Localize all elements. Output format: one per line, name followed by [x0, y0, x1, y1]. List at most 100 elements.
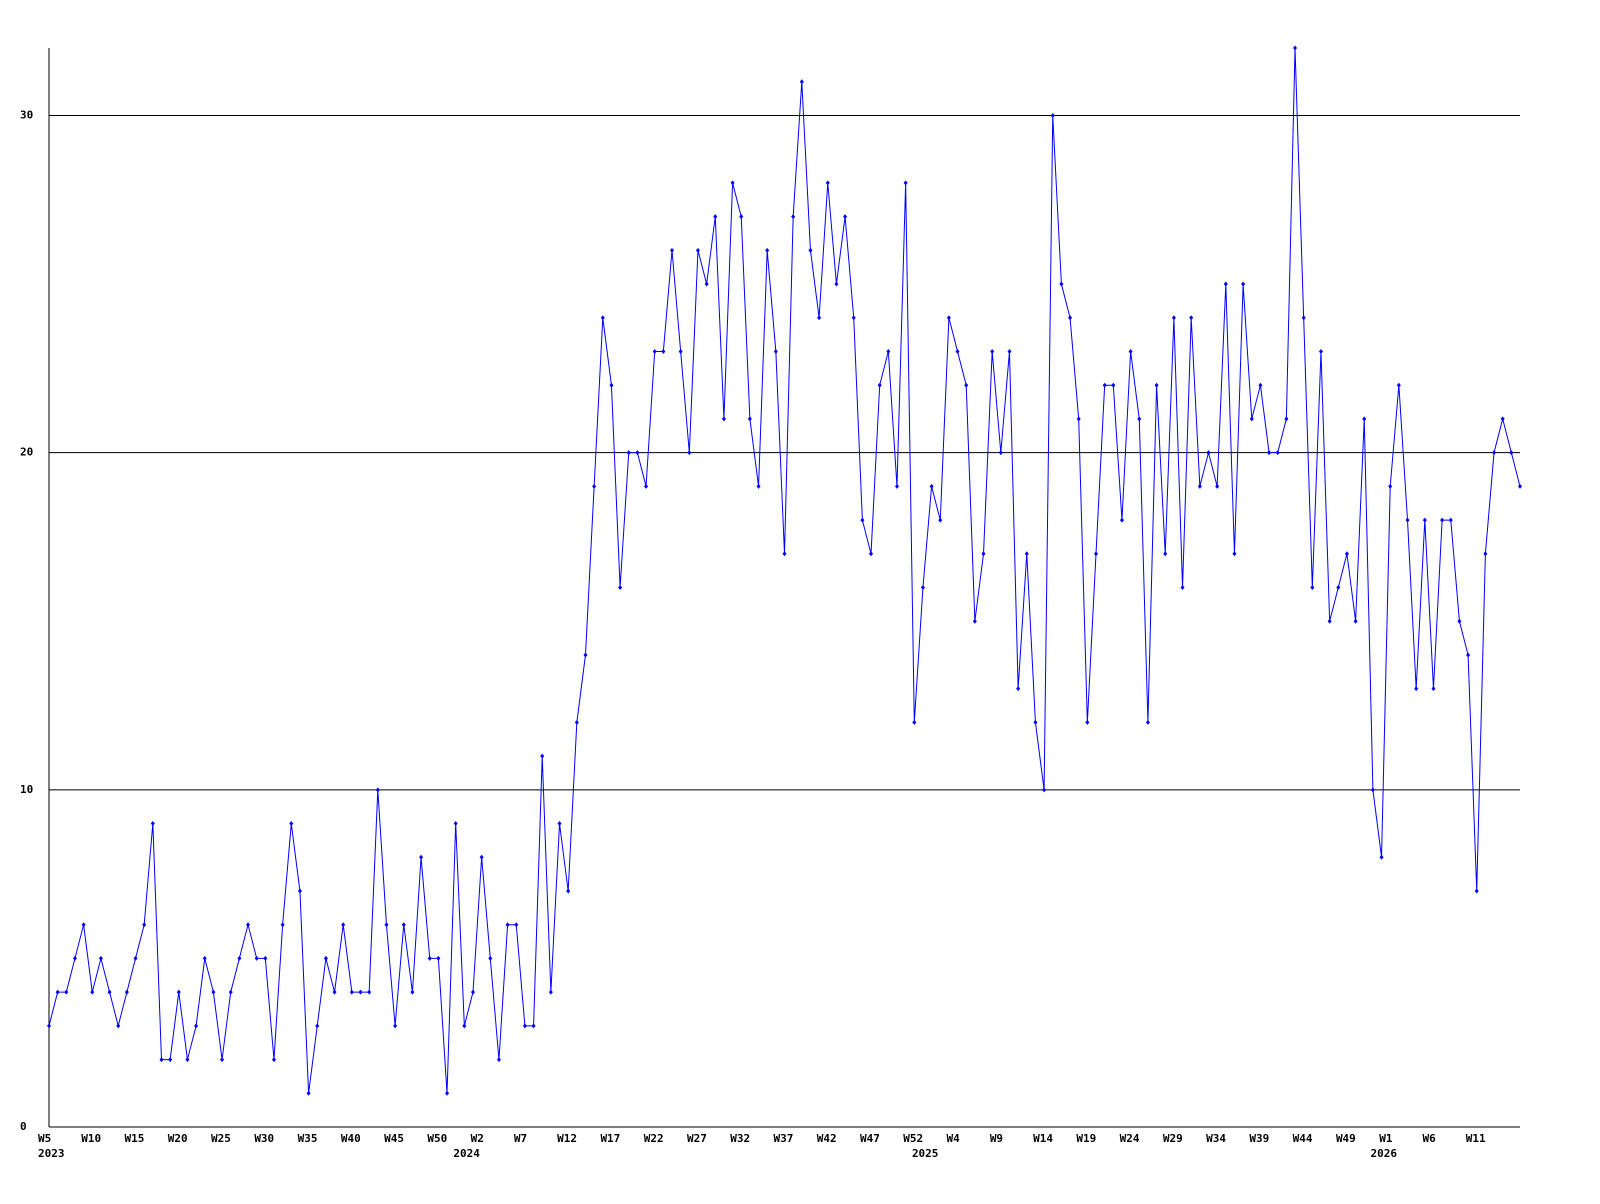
- x-tick-label: W5: [38, 1132, 51, 1145]
- point-marker: [522, 1023, 527, 1029]
- point-marker: [315, 1023, 320, 1029]
- point-marker: [323, 955, 328, 961]
- y-tick-label: 10: [20, 783, 33, 796]
- point-marker: [90, 989, 95, 995]
- x-tick-label: W4: [947, 1132, 961, 1145]
- x-tick-label: W17: [600, 1132, 620, 1145]
- point-marker: [869, 551, 874, 557]
- point-marker: [721, 416, 726, 422]
- point-marker: [72, 955, 77, 961]
- point-marker: [1388, 483, 1393, 489]
- point-marker: [1085, 719, 1090, 725]
- point-marker: [332, 989, 337, 995]
- point-marker: [168, 1057, 173, 1063]
- point-marker: [1154, 382, 1159, 388]
- point-marker: [220, 1057, 225, 1063]
- point-marker: [1483, 551, 1488, 557]
- x-tick-label: W12: [557, 1132, 577, 1145]
- point-marker: [1197, 483, 1202, 489]
- point-marker: [479, 854, 484, 860]
- point-marker: [358, 989, 363, 995]
- x-tick-label: W47: [860, 1132, 880, 1145]
- point-marker: [1318, 348, 1323, 354]
- point-marker: [981, 551, 986, 557]
- point-marker: [1293, 45, 1298, 51]
- point-marker: [185, 1057, 190, 1063]
- point-marker: [955, 348, 960, 354]
- point-marker: [808, 247, 813, 253]
- point-marker: [548, 989, 553, 995]
- point-marker: [609, 382, 614, 388]
- point-marker: [799, 79, 804, 85]
- point-marker: [964, 382, 969, 388]
- point-marker: [1206, 450, 1211, 456]
- point-marker: [1024, 551, 1029, 557]
- point-marker: [410, 989, 415, 995]
- point-marker: [1336, 585, 1341, 590]
- point-marker: [384, 922, 389, 928]
- point-marker: [133, 955, 138, 961]
- point-marker: [817, 315, 822, 321]
- point-marker: [1405, 517, 1410, 523]
- point-marker: [938, 517, 943, 523]
- x-tick-label: W50: [427, 1132, 447, 1145]
- point-marker: [990, 348, 995, 354]
- point-marker: [1223, 281, 1228, 287]
- x-tick-label: W34: [1206, 1132, 1226, 1145]
- point-marker: [505, 922, 510, 928]
- x-year-label: 2025: [912, 1147, 939, 1160]
- point-marker: [488, 955, 493, 961]
- point-marker: [1448, 517, 1453, 523]
- point-marker: [176, 989, 181, 995]
- point-marker: [1007, 348, 1012, 354]
- point-marker: [375, 787, 380, 793]
- point-marker: [782, 551, 787, 557]
- point-marker: [894, 483, 899, 489]
- point-marker: [427, 955, 432, 961]
- series-line: [48, 47, 1521, 1094]
- point-marker: [349, 989, 354, 995]
- point-marker: [1180, 585, 1185, 590]
- point-marker: [730, 180, 735, 186]
- point-marker: [64, 989, 69, 995]
- point-marker: [297, 888, 302, 894]
- point-marker: [1258, 382, 1263, 388]
- point-marker: [1249, 416, 1254, 422]
- point-marker: [116, 1023, 121, 1029]
- point-marker: [254, 955, 259, 961]
- point-marker: [1466, 652, 1471, 658]
- point-marker: [1137, 416, 1142, 422]
- point-marker: [583, 652, 588, 658]
- point-marker: [652, 348, 657, 354]
- point-marker: [367, 989, 372, 995]
- point-marker: [557, 821, 562, 827]
- point-marker: [860, 517, 865, 523]
- x-tick-label: W49: [1336, 1132, 1356, 1145]
- point-marker: [600, 315, 605, 321]
- point-marker: [1042, 787, 1047, 793]
- y-tick-label: 30: [20, 108, 33, 121]
- point-marker: [289, 821, 294, 827]
- x-tick-label: W2: [471, 1132, 484, 1145]
- point-marker: [791, 214, 796, 220]
- point-marker: [998, 450, 1003, 456]
- point-marker: [453, 821, 458, 827]
- point-marker: [1301, 315, 1306, 321]
- x-tick-label: W20: [168, 1132, 188, 1145]
- point-marker: [1492, 450, 1497, 456]
- x-tick-label: W32: [730, 1132, 750, 1145]
- point-marker: [445, 1090, 450, 1096]
- point-marker: [228, 989, 233, 995]
- point-marker: [574, 719, 579, 725]
- point-marker: [496, 1057, 501, 1063]
- point-marker: [1111, 382, 1116, 388]
- point-marker: [436, 955, 441, 961]
- x-tick-label: W9: [990, 1132, 1003, 1145]
- point-marker: [825, 180, 830, 186]
- x-tick-label: W39: [1249, 1132, 1269, 1145]
- y-tick-label: 20: [20, 446, 33, 459]
- x-tick-label: W1: [1379, 1132, 1393, 1145]
- x-tick-label: W15: [125, 1132, 145, 1145]
- point-marker: [107, 989, 112, 995]
